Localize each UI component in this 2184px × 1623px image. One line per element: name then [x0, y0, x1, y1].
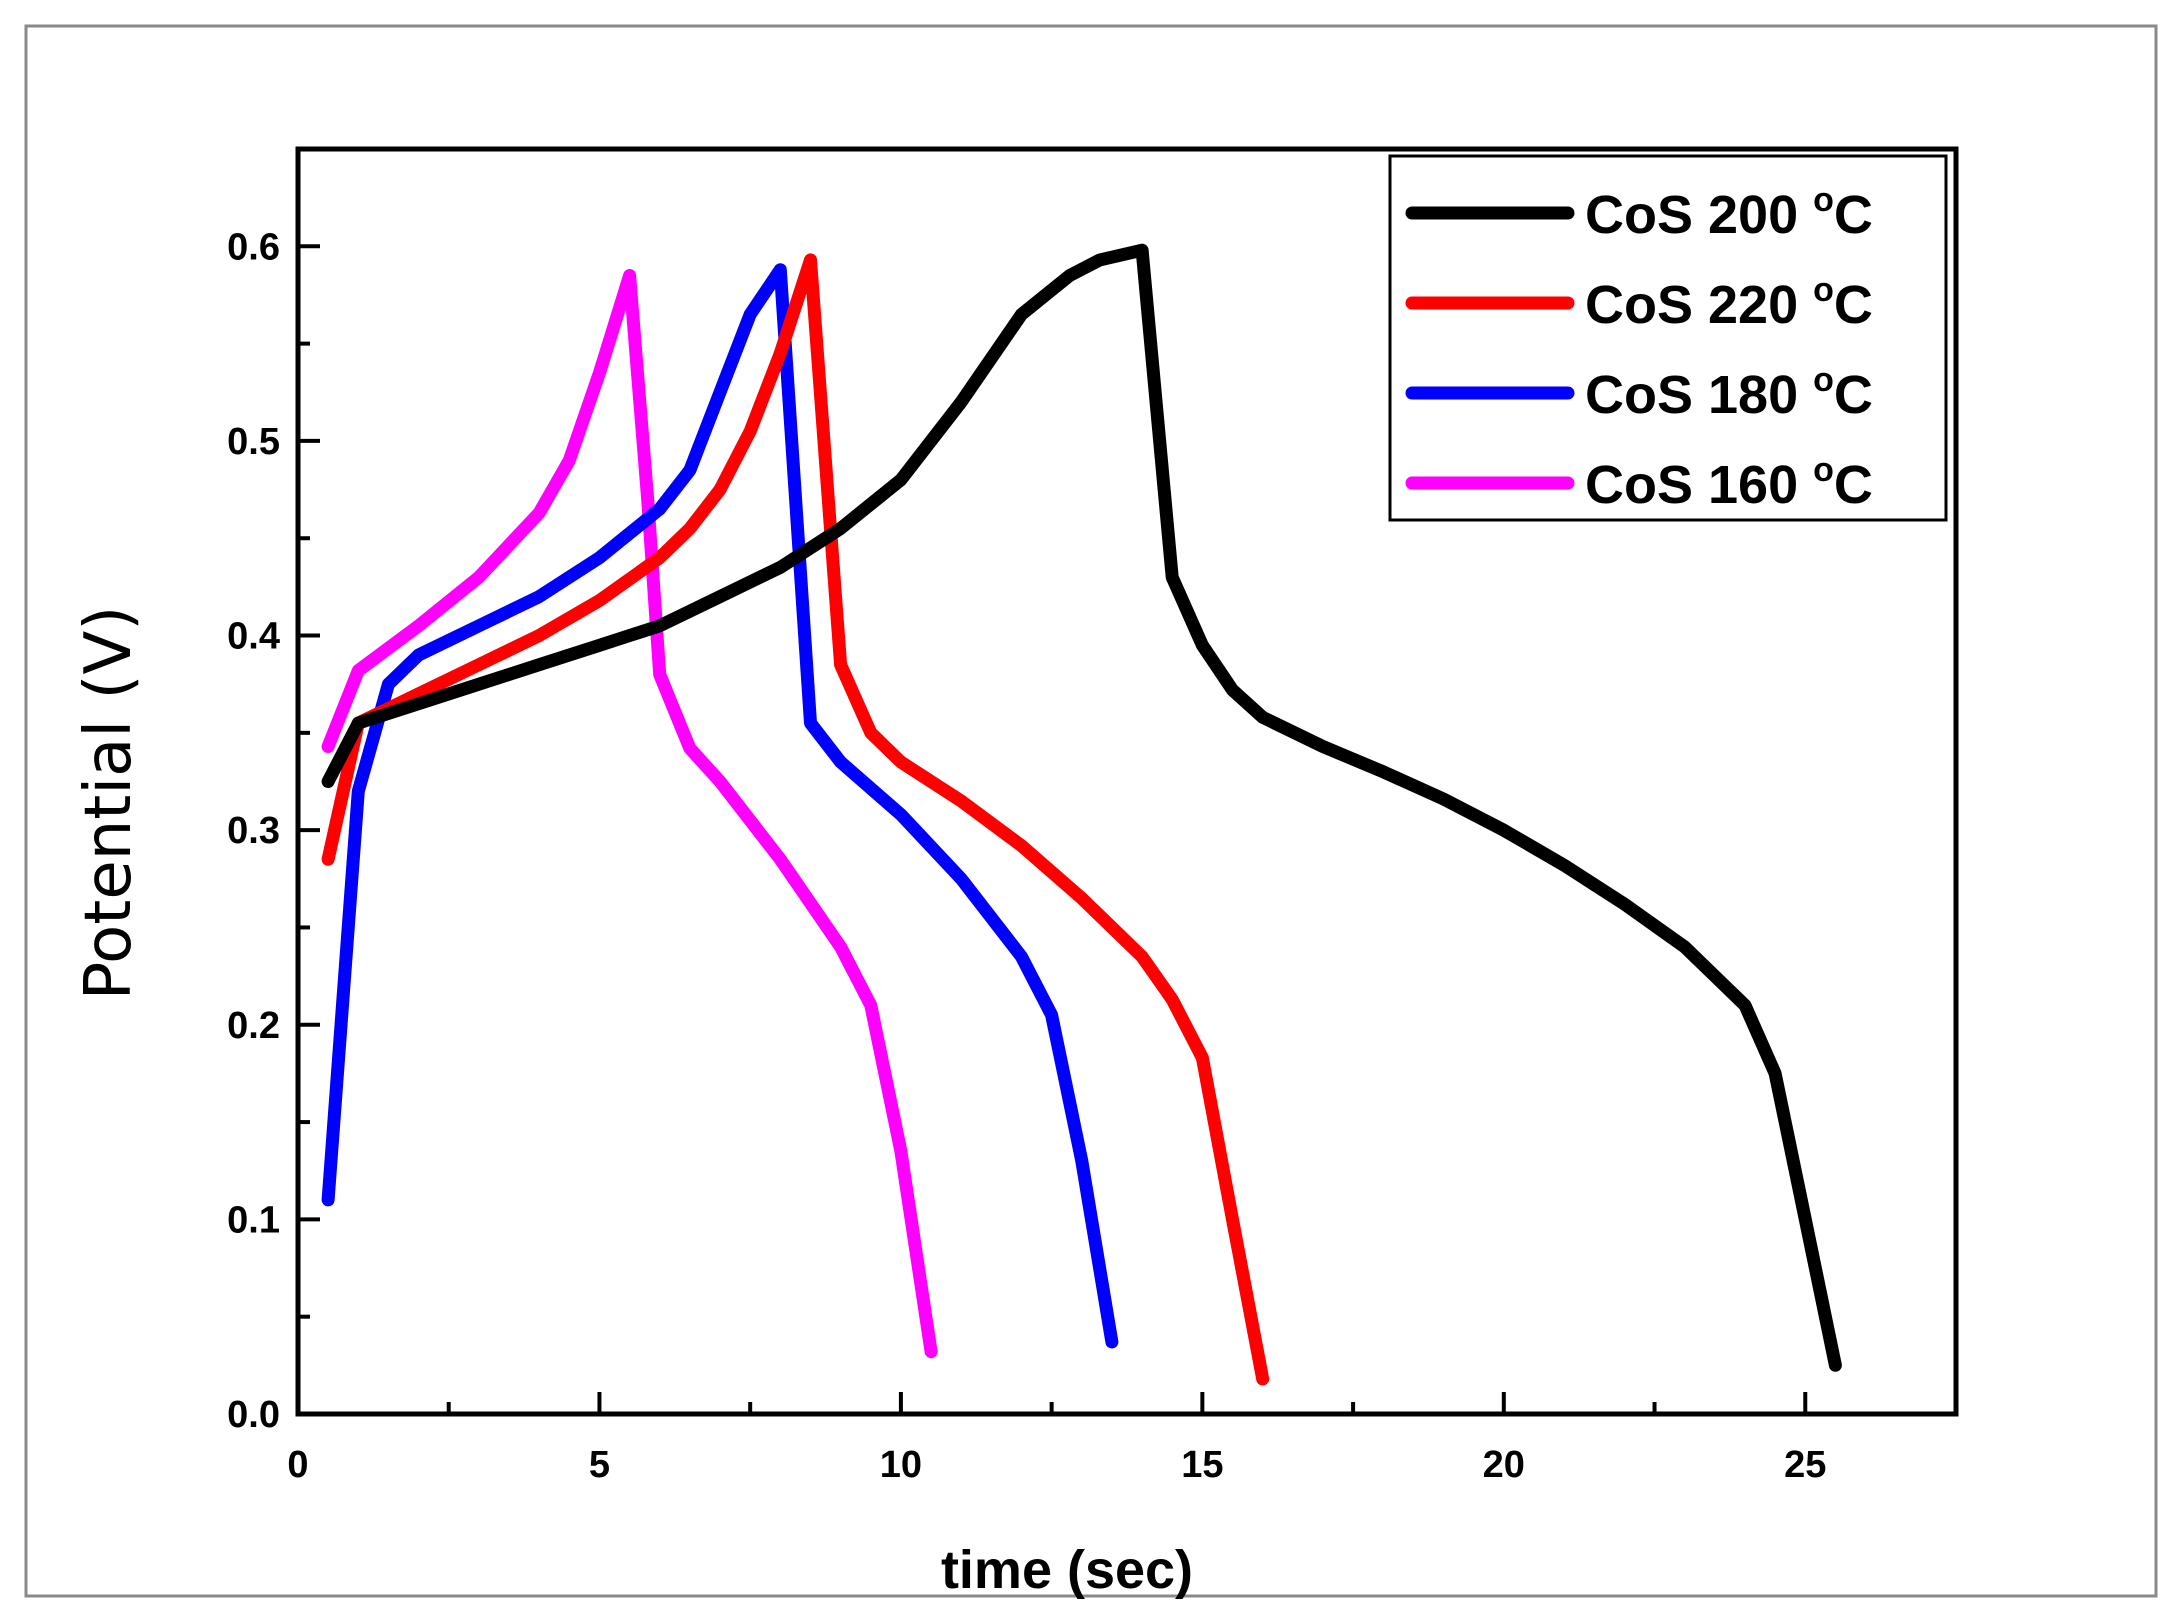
- y-axis-title: Potential (V): [72, 606, 146, 1000]
- x-tick-label: 0: [287, 1444, 308, 1486]
- legend-unit: C: [1834, 185, 1873, 245]
- y-tick-label: 0.5: [227, 421, 280, 463]
- x-tick-label: 15: [1181, 1444, 1223, 1486]
- x-tick-label: 25: [1784, 1444, 1826, 1486]
- x-tick-label: 5: [589, 1444, 610, 1486]
- y-tick-label: 0.0: [227, 1394, 280, 1436]
- plot-frame: [295, 146, 1959, 1417]
- y-tick-label: 0.1: [227, 1199, 280, 1241]
- legend-degree-sup: o: [1813, 271, 1834, 309]
- legend-degree-sup: o: [1813, 181, 1834, 219]
- series-layer: [321, 243, 1842, 1386]
- series-line-cos-160: [321, 269, 938, 1359]
- x-tick-label: 10: [880, 1444, 922, 1486]
- legend-unit: C: [1834, 275, 1873, 335]
- x-axis-ticks: 0 5 10 15 20 25: [287, 1392, 1958, 1486]
- x-axis-title: time (sec): [941, 1540, 1193, 1600]
- y-tick-label: 0.6: [227, 226, 280, 268]
- legend-unit: C: [1834, 455, 1873, 515]
- y-tick-label: 0.3: [227, 810, 280, 852]
- legend-degree-sup: o: [1813, 451, 1834, 489]
- legend-label: CoS 200 oC: [1585, 181, 1873, 245]
- series-line-cos-220: [321, 253, 1270, 1386]
- series-line-cos-180: [321, 263, 1119, 1349]
- legend-degree-sup: o: [1813, 361, 1834, 399]
- y-axis-ticks: 0.0 0.1 0.2 0.3 0.4 0.5 0.6: [227, 147, 320, 1436]
- legend-unit: C: [1834, 365, 1873, 425]
- series-line-cos-200: [321, 243, 1842, 1372]
- y-tick-label: 0.4: [227, 616, 280, 658]
- x-tick-label: 20: [1483, 1444, 1525, 1486]
- y-tick-label: 0.2: [227, 1005, 280, 1047]
